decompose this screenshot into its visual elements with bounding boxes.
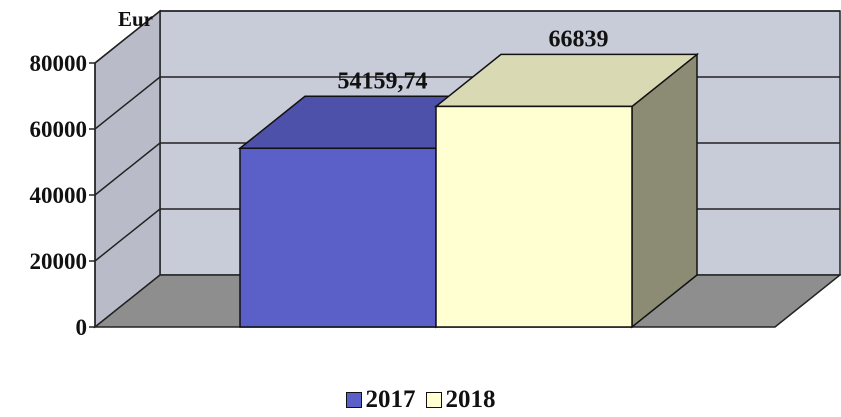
legend: 2017 2018: [0, 386, 841, 414]
y-axis: 0 20000 40000 60000 80000: [30, 51, 96, 340]
bar-front-face: [239, 147, 437, 328]
legend-swatch: [345, 392, 362, 408]
y-tick-label: 60000: [30, 117, 88, 142]
y-unit-label: Eur: [118, 7, 153, 31]
data-label-2018: 66839: [549, 26, 609, 52]
legend-item-2018: 2018: [425, 386, 496, 414]
legend-item-2017: 2017: [345, 386, 416, 414]
gridline: [94, 10, 840, 64]
bar-2018: [433, 52, 700, 329]
bars: [237, 52, 700, 329]
y-tick-label: 0: [76, 315, 88, 340]
y-tick-label: 20000: [30, 249, 88, 274]
bar-front-face: [435, 105, 633, 328]
y-tick-label: 40000: [30, 183, 88, 208]
y-tick-label: 80000: [30, 51, 88, 76]
legend-label: 2018: [445, 386, 496, 413]
data-labels: 54159,74 66839: [338, 26, 609, 94]
data-label-2017: 54159,74: [338, 68, 428, 94]
legend-swatch: [425, 392, 442, 408]
legend-label: 2017: [365, 386, 416, 413]
